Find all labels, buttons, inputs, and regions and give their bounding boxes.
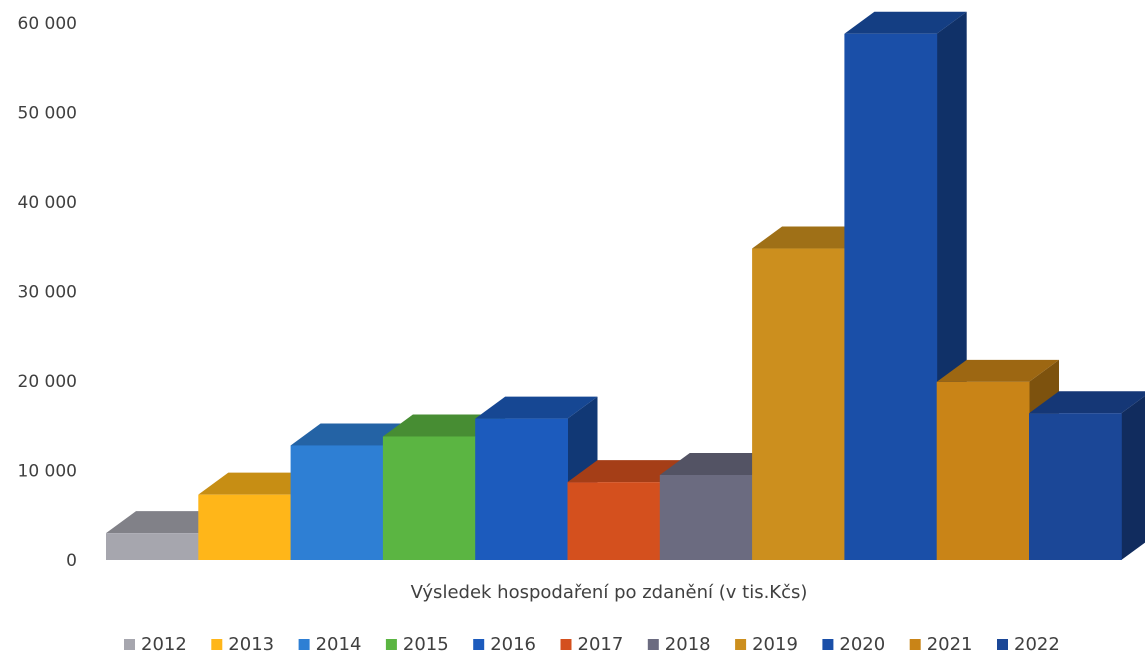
bar-top [106,511,229,534]
bar-top [475,396,598,419]
legend-item-2020: 2020 [822,634,885,655]
bar-front [567,482,661,560]
bar-front [198,494,292,560]
bar-2015 [382,414,506,560]
bar-2022 [1029,391,1145,560]
bar-front [475,418,568,560]
legend-label: 2019 [752,634,798,655]
bar-top [659,452,783,475]
bar-top [936,359,1059,382]
y-tick-label: 20 000 [18,372,77,392]
legend-swatch [647,639,659,650]
bar-front [1029,413,1122,560]
legend-label: 2021 [927,634,973,655]
legend-swatch [560,639,572,650]
bar-side [1121,395,1145,560]
legend-swatch [298,639,310,650]
legend-item-2016: 2016 [473,634,536,655]
legend-item-2013: 2013 [211,634,274,655]
legend-item-2021: 2021 [909,634,973,655]
legend-swatch [997,639,1008,650]
legend-label: 2016 [490,634,536,655]
legend-swatch [822,639,834,650]
legend-swatch [473,639,485,650]
bar-front [382,436,476,560]
legend-swatch [735,639,747,650]
legend-swatch [211,639,223,650]
y-tick-label: 10 000 [18,462,77,482]
bar-top [752,226,875,249]
bar-front [936,381,1030,560]
legend-item-2019: 2019 [735,634,798,655]
bar-front [752,248,845,561]
legend-swatch [909,639,921,650]
legend-label: 2012 [141,634,187,655]
y-tick-label: 40 000 [18,193,77,213]
legend-item-2015: 2015 [385,634,449,655]
bar-top [1029,391,1145,414]
legend-label: 2018 [665,634,711,655]
bar-front [106,533,199,560]
y-tick-label: 60 000 [18,14,77,34]
legend-item-2012: 2012 [124,634,187,655]
bar-2012 [106,511,229,560]
legend: 2012 2013 2014 2015 2016 2017 2018 2019 2020 2021… [124,634,1060,655]
x-axis-label: Výsledek hospodaření po zdanění (v tis.K… [411,582,808,603]
legend-swatch [385,639,397,650]
bar-front [844,33,938,561]
y-axis: 0 10 000 20 000 30 000 40 000 50 000 60 000 [18,14,77,571]
y-tick-label: 50 000 [18,104,77,124]
bar-top [382,414,506,437]
bar-front [659,474,753,560]
legend-label: 2013 [228,634,274,655]
legend-label: 2022 [1014,634,1060,655]
legend-swatch [124,639,135,650]
bar-top [290,423,413,446]
bar-top [844,11,967,34]
legend-label: 2014 [316,634,362,655]
bar-top [567,460,690,483]
legend-label: 2017 [578,634,624,655]
bar-front [290,445,384,560]
legend-label: 2015 [403,634,449,655]
y-tick-label: 0 [66,551,77,571]
bar-top [198,472,321,495]
bars [106,11,1145,561]
legend-item-2017: 2017 [560,634,624,655]
legend-item-2018: 2018 [647,634,711,655]
y-tick-label: 30 000 [18,283,77,303]
legend-item-2014: 2014 [298,634,362,655]
legend-label: 2020 [839,634,885,655]
legend-item-2022: 2022 [997,634,1060,655]
